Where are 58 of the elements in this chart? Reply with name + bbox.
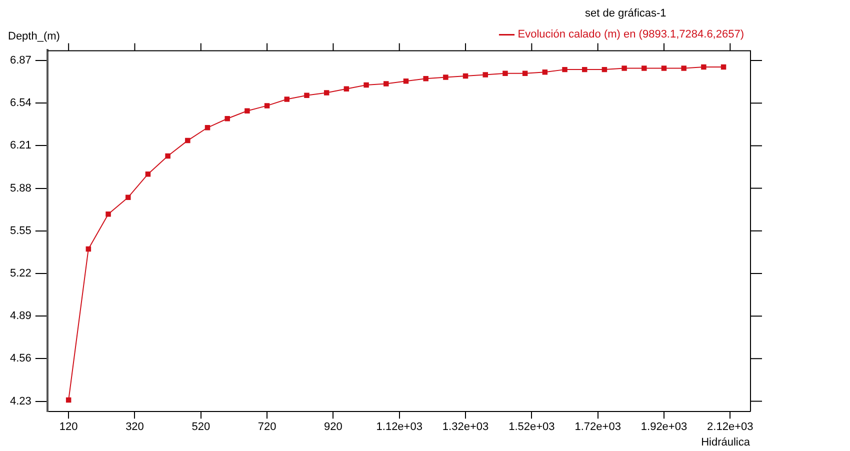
legend-title: set de gráficas-1 bbox=[584, 8, 666, 20]
y-axis-title: Depth_(m) bbox=[8, 30, 60, 43]
point bbox=[364, 82, 369, 88]
point bbox=[423, 76, 428, 82]
point bbox=[86, 246, 92, 252]
point bbox=[720, 64, 726, 70]
point bbox=[126, 194, 131, 200]
x-tick-label: 720 bbox=[258, 421, 276, 434]
x-tick-label: 920 bbox=[324, 421, 342, 434]
point bbox=[403, 78, 409, 84]
x-tick-label: 2.12e+03 bbox=[707, 421, 754, 434]
y-tick-label: 5.88 bbox=[10, 182, 32, 194]
point bbox=[522, 70, 528, 76]
point bbox=[622, 66, 627, 71]
point bbox=[482, 72, 488, 78]
x-tick-label: 1.92e+03 bbox=[640, 421, 688, 434]
x-tick-label: 320 bbox=[126, 421, 144, 434]
point bbox=[106, 212, 111, 217]
x-axis-title: Hidráulica bbox=[701, 436, 751, 448]
x-tick-label: 1.52e+03 bbox=[508, 421, 555, 434]
x-tick-label: 1.32e+03 bbox=[442, 421, 489, 434]
point bbox=[224, 116, 230, 122]
y-tick-label: 4.89 bbox=[10, 310, 32, 322]
y-tick-label: 4.56 bbox=[10, 352, 32, 365]
point bbox=[502, 70, 508, 76]
point bbox=[602, 66, 608, 72]
point bbox=[443, 74, 448, 80]
point bbox=[204, 125, 210, 130]
point bbox=[145, 171, 151, 177]
point bbox=[165, 153, 170, 159]
point bbox=[185, 138, 190, 144]
point bbox=[264, 103, 270, 108]
point bbox=[681, 66, 686, 71]
point bbox=[244, 108, 250, 114]
point bbox=[562, 66, 568, 72]
point bbox=[542, 70, 548, 75]
point bbox=[642, 66, 647, 71]
x-tick-label: 1.12e+03 bbox=[376, 421, 422, 434]
point bbox=[66, 397, 72, 403]
x-tick-label: 1.72e+03 bbox=[574, 421, 621, 434]
y-tick-label: 4.23 bbox=[10, 395, 32, 408]
point bbox=[324, 90, 330, 96]
x-tick-label: 520 bbox=[192, 421, 210, 434]
y-tick-label: 5.55 bbox=[10, 224, 32, 237]
point bbox=[582, 66, 588, 72]
point bbox=[284, 96, 290, 102]
y-tick-label: 6.87 bbox=[10, 54, 32, 67]
x-tick-label: 120 bbox=[59, 421, 78, 434]
point bbox=[701, 64, 706, 70]
point bbox=[384, 81, 389, 86]
point bbox=[462, 73, 468, 79]
point bbox=[304, 92, 310, 98]
y-tick-label: 5.22 bbox=[10, 268, 32, 280]
y-tick-label: 6.54 bbox=[10, 97, 32, 110]
y-tick-label: 6.21 bbox=[10, 140, 32, 152]
point bbox=[344, 86, 350, 92]
legend-label: Evolución calado (m) en (9893.1,7284.6,2657) bbox=[518, 28, 744, 41]
point bbox=[661, 66, 667, 71]
